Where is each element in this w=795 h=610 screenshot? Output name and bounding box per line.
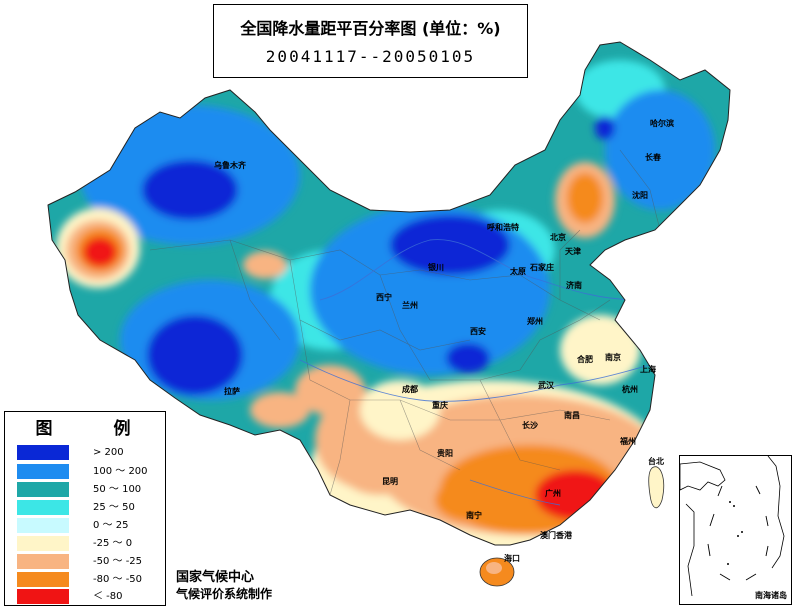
legend: 图 例 > 200 100 ～ 200 50 ～ 100 25 ～ 50 0 ～… bbox=[4, 411, 166, 606]
city-label: 拉萨 bbox=[224, 387, 240, 396]
city-label: 南昌 bbox=[564, 411, 580, 420]
city-label: 昆明 bbox=[382, 477, 398, 486]
city-label: 福州 bbox=[620, 437, 636, 446]
city-label: 郑州 bbox=[527, 317, 543, 326]
legend-swatch bbox=[17, 500, 69, 515]
legend-swatch bbox=[17, 554, 69, 569]
city-label: 重庆 bbox=[432, 401, 448, 410]
city-label: 兰州 bbox=[402, 301, 418, 310]
city-label: 西宁 bbox=[376, 293, 392, 302]
inset-caption: 南海诸岛 bbox=[755, 591, 787, 600]
legend-label: 100 ～ 200 bbox=[93, 466, 148, 477]
city-label: 海口 bbox=[504, 554, 520, 563]
legend-swatch bbox=[17, 589, 69, 604]
legend-row: -25 ～ 0 bbox=[17, 536, 165, 551]
legend-row: 0 ～ 25 bbox=[17, 518, 165, 533]
inset-map bbox=[680, 456, 785, 597]
credit-organization: 国家气候中心 bbox=[176, 570, 255, 585]
map-period: 20041117--20050105 bbox=[265, 47, 476, 66]
city-label: 石家庄 bbox=[530, 263, 554, 272]
city-label: 哈尔滨 bbox=[650, 119, 674, 128]
legend-label: -50 ～ -25 bbox=[93, 556, 143, 567]
city-label: 银川 bbox=[428, 263, 444, 272]
legend-label: 0 ～ 25 bbox=[93, 520, 129, 531]
legend-row: > 200 bbox=[17, 445, 165, 460]
legend-label: -80 ～ -50 bbox=[93, 574, 143, 585]
city-label: 天津 bbox=[565, 247, 581, 256]
south-china-sea-inset: 南海诸岛 bbox=[679, 455, 792, 605]
legend-row: 25 ～ 50 bbox=[17, 500, 165, 515]
legend-label: -25 ～ 0 bbox=[93, 538, 133, 549]
legend-swatch bbox=[17, 536, 69, 551]
legend-swatch bbox=[17, 482, 69, 497]
legend-label: > 200 bbox=[93, 447, 124, 458]
map-title: 全国降水量距平百分率图 (单位：%) bbox=[240, 19, 501, 38]
city-label: 上海 bbox=[640, 365, 656, 374]
city-label: 澳门香港 bbox=[540, 531, 572, 540]
legend-swatch bbox=[17, 445, 69, 460]
legend-row: ＜ -80 bbox=[17, 589, 165, 604]
city-label: 西安 bbox=[470, 327, 486, 336]
title-box: 全国降水量距平百分率图 (单位：%) 20041117--20050105 bbox=[213, 4, 528, 78]
legend-label: 50 ～ 100 bbox=[93, 484, 142, 495]
city-label: 南京 bbox=[605, 353, 621, 362]
city-label: 呼和浩特 bbox=[487, 223, 519, 232]
legend-row: 50 ～ 100 bbox=[17, 482, 165, 497]
city-label: 武汉 bbox=[538, 381, 554, 390]
city-label: 长春 bbox=[645, 153, 661, 162]
legend-swatch bbox=[17, 572, 69, 587]
legend-swatch bbox=[17, 518, 69, 533]
city-label: 合肥 bbox=[577, 355, 593, 364]
legend-swatch bbox=[17, 464, 69, 479]
legend-row: -50 ～ -25 bbox=[17, 554, 165, 569]
city-label: 杭州 bbox=[622, 385, 638, 394]
city-label: 乌鲁木齐 bbox=[214, 161, 246, 170]
legend-label: ＜ -80 bbox=[93, 591, 123, 602]
legend-row: 100 ～ 200 bbox=[17, 464, 165, 479]
legend-heading: 图 例 bbox=[35, 419, 153, 439]
city-label: 沈阳 bbox=[632, 191, 648, 200]
city-label: 太原 bbox=[510, 267, 526, 276]
city-label: 贵阳 bbox=[437, 449, 453, 458]
city-label: 广州 bbox=[545, 489, 561, 498]
city-label: 台北 bbox=[648, 457, 664, 466]
credit-system: 气候评价系统制作 bbox=[176, 587, 273, 601]
city-label: 北京 bbox=[550, 233, 566, 242]
legend-label: 25 ～ 50 bbox=[93, 502, 135, 513]
city-label: 成都 bbox=[402, 385, 418, 394]
city-label: 长沙 bbox=[522, 421, 538, 430]
city-label: 济南 bbox=[566, 281, 582, 290]
city-label: 南宁 bbox=[466, 511, 482, 520]
legend-row: -80 ～ -50 bbox=[17, 572, 165, 587]
